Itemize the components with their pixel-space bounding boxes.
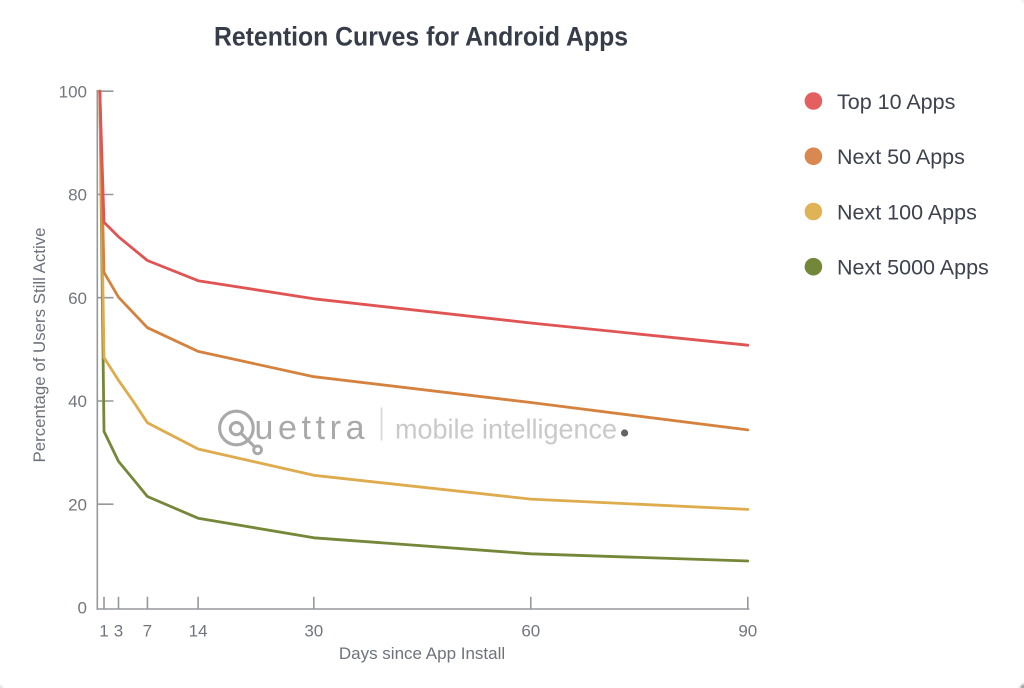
svg-text:Days since App Install: Days since App Install xyxy=(339,644,505,663)
svg-text:mobile intelligence: mobile intelligence xyxy=(395,414,617,445)
svg-text:1: 1 xyxy=(99,622,108,641)
svg-text:Next 100 Apps: Next 100 Apps xyxy=(837,200,977,224)
svg-text:40: 40 xyxy=(68,392,87,411)
svg-text:0: 0 xyxy=(78,599,87,618)
svg-text:3: 3 xyxy=(114,622,123,641)
svg-text:100: 100 xyxy=(59,82,87,101)
svg-text:30: 30 xyxy=(304,622,323,641)
svg-text:uettra: uettra xyxy=(255,409,365,447)
svg-text:20: 20 xyxy=(68,495,87,514)
svg-text:Next 5000 Apps: Next 5000 Apps xyxy=(837,256,989,280)
svg-text:14: 14 xyxy=(189,622,208,641)
svg-text:60: 60 xyxy=(68,289,87,308)
svg-text:Retention Curves for Android A: Retention Curves for Android Apps xyxy=(214,22,628,52)
svg-text:Percentage of Users Still Acti: Percentage of Users Still Active xyxy=(30,228,49,463)
svg-text:80: 80 xyxy=(68,186,87,205)
svg-text:Top 10 Apps: Top 10 Apps xyxy=(837,90,955,114)
svg-text:60: 60 xyxy=(521,622,540,641)
svg-text:Next 50 Apps: Next 50 Apps xyxy=(837,145,965,169)
svg-text:90: 90 xyxy=(738,622,757,641)
svg-text:7: 7 xyxy=(143,622,152,641)
